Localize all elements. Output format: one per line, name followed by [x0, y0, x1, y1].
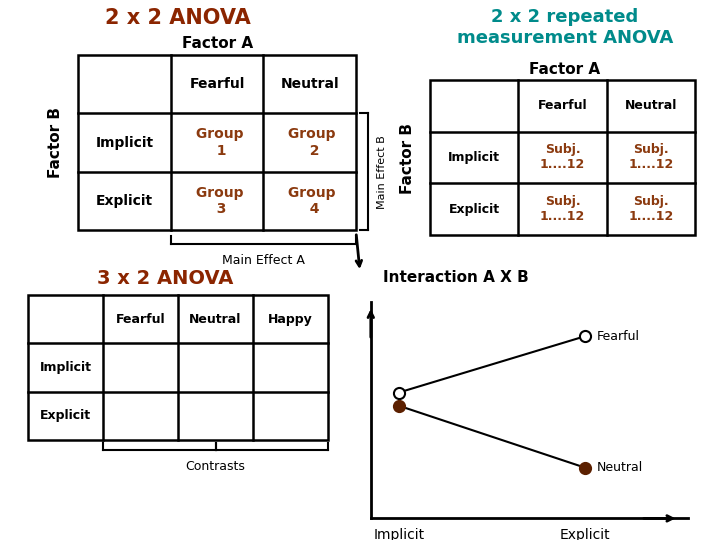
Text: Subj.
1....12: Subj. 1....12 [629, 195, 673, 223]
Bar [78, 55, 356, 230]
Text: Interaction A X B: Interaction A X B [383, 271, 528, 286]
Text: Neutral: Neutral [280, 77, 339, 91]
Text: Neutral: Neutral [596, 461, 642, 474]
Text: Fearful: Fearful [116, 313, 166, 326]
Text: Group
  1: Group 1 [191, 127, 243, 158]
Text: Neutral: Neutral [189, 313, 242, 326]
Text: Contrasts: Contrasts [186, 460, 246, 473]
Text: Factor A: Factor A [529, 63, 600, 78]
Text: Neutral: Neutral [625, 99, 677, 112]
Text: 2 x 2 ANOVA: 2 x 2 ANOVA [105, 8, 251, 28]
Text: Group
  4: Group 4 [284, 186, 336, 216]
Bar [28, 295, 328, 440]
Text: Group
  2: Group 2 [284, 127, 336, 158]
Text: Main Effect B: Main Effect B [377, 135, 387, 208]
Text: Happy: Happy [268, 313, 313, 326]
Text: Explicit: Explicit [449, 202, 500, 215]
Text: Implicit: Implicit [95, 136, 153, 150]
Text: Factor B: Factor B [400, 123, 415, 193]
Text: Fearful: Fearful [538, 99, 588, 112]
Text: Implicit: Implicit [40, 361, 91, 374]
Text: Fearful: Fearful [596, 330, 639, 343]
Text: 2 x 2 repeated
measurement ANOVA: 2 x 2 repeated measurement ANOVA [457, 8, 673, 47]
Text: Implicit: Implicit [448, 151, 500, 164]
Text: Fearful: Fearful [189, 77, 245, 91]
Text: Explicit: Explicit [96, 194, 153, 208]
Text: 3 x 2 ANOVA: 3 x 2 ANOVA [96, 268, 233, 287]
Text: Group
  3: Group 3 [191, 186, 243, 216]
Text: Subj.
1....12: Subj. 1....12 [540, 144, 585, 172]
Text: Factor A: Factor A [182, 36, 253, 51]
Text: Main Effect A: Main Effect A [222, 254, 305, 267]
Text: Subj.
1....12: Subj. 1....12 [629, 144, 673, 172]
Text: Explicit: Explicit [40, 409, 91, 422]
Bar [430, 80, 695, 235]
Text: Factor B: Factor B [48, 107, 63, 179]
Text: Subj.
1....12: Subj. 1....12 [540, 195, 585, 223]
